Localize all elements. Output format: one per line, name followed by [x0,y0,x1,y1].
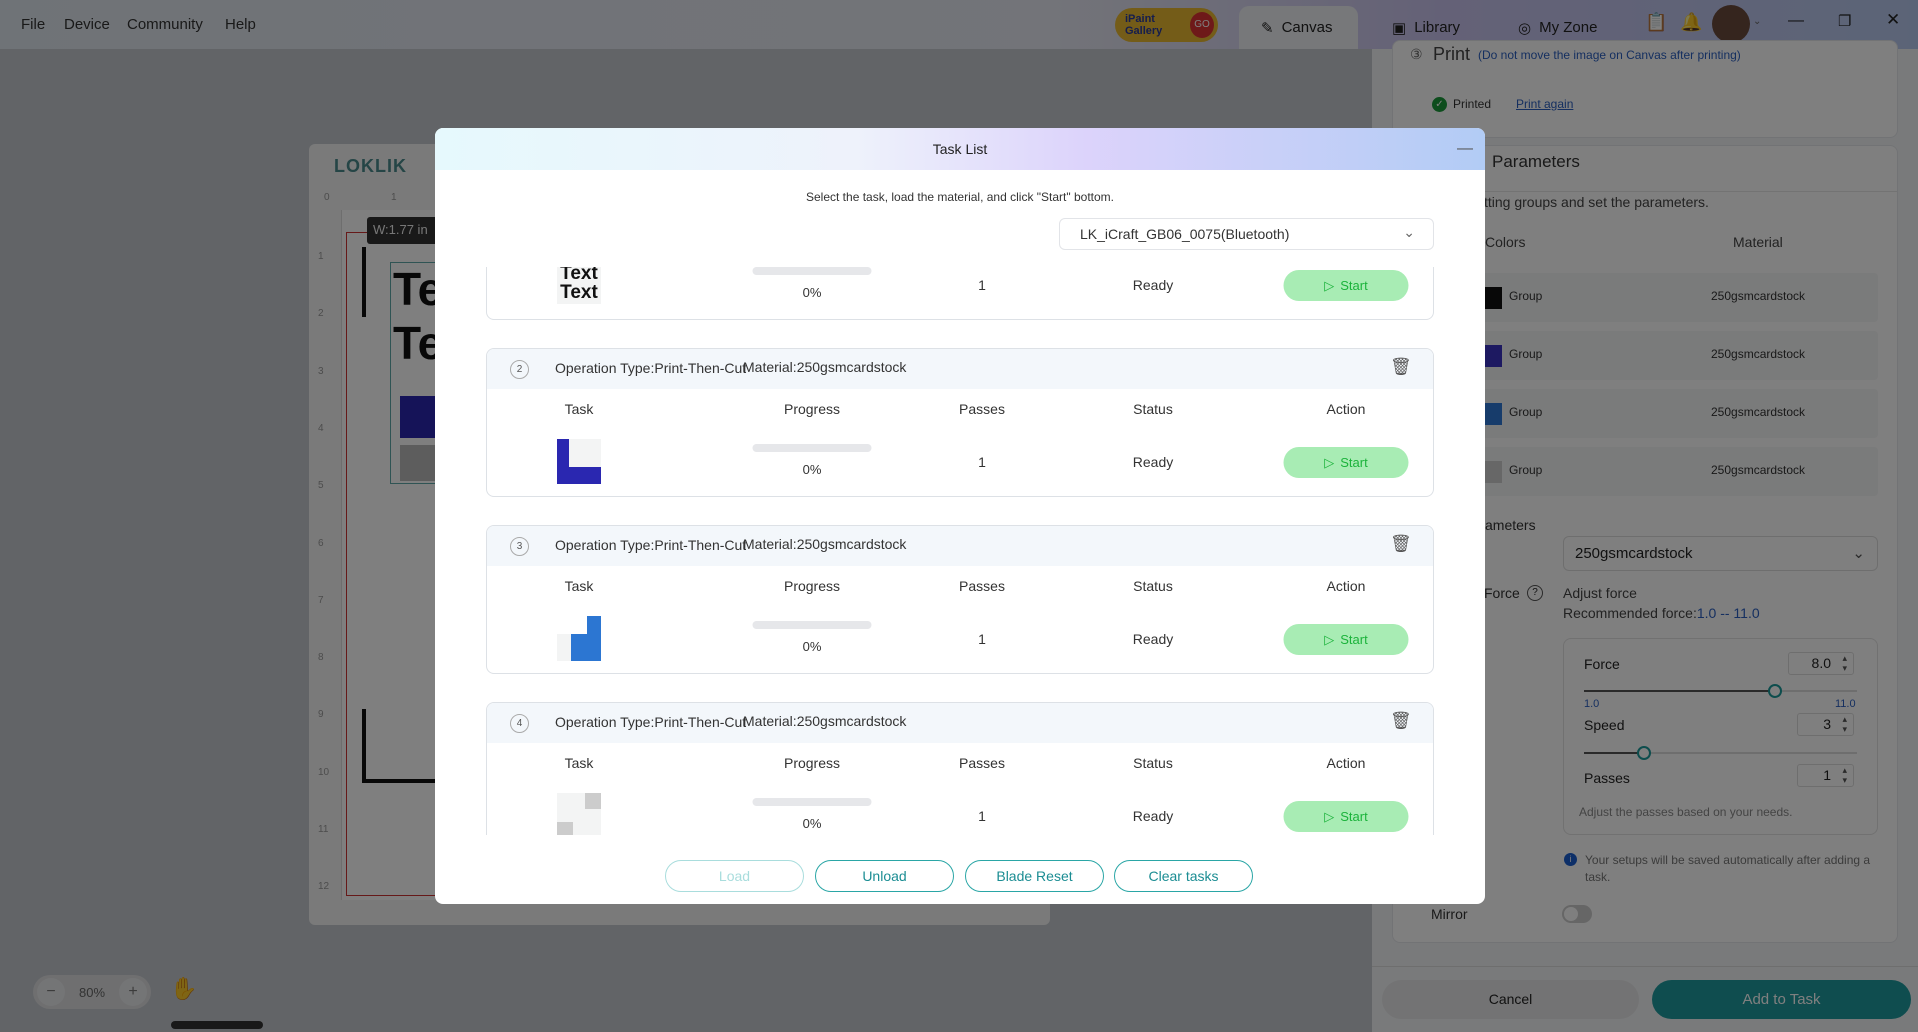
progress-text: 0% [802,285,822,300]
start-button[interactable]: ▷ Start [1283,624,1409,655]
start-label: Start [1340,455,1368,470]
col-status: Status [1133,578,1173,594]
chevron-down-icon: ⌄ [1403,224,1415,240]
start-label: Start [1340,632,1368,647]
clear-tasks-button[interactable]: Clear tasks [1114,860,1253,892]
blade-reset-button[interactable]: Blade Reset [965,860,1104,892]
modal-instruction: Select the task, load the material, and … [806,190,1114,204]
task-status: Ready [1132,631,1174,647]
play-icon: ▷ [1324,277,1335,293]
start-button[interactable]: ▷ Start [1283,447,1409,478]
progress-text: 0% [802,816,822,831]
task-thumbnail [557,793,601,835]
progress-bar [752,444,872,452]
device-select[interactable]: LK_iCraft_GB06_0075(Bluetooth) ⌄ [1059,218,1434,250]
task-card-header: 4 Operation Type:Print-Then-Cut Material… [487,703,1433,743]
operation-type: Operation Type:Print-Then-Cut [555,537,746,553]
col-status: Status [1133,401,1173,417]
play-icon: ▷ [1324,808,1335,824]
device-select-value: LK_iCraft_GB06_0075(Bluetooth) [1080,226,1290,242]
mat-label: Material: [743,536,797,552]
load-button[interactable]: Load [665,860,804,892]
operation-type: Operation Type:Print-Then-Cut [555,360,746,376]
op-label: Operation Type: [555,360,655,376]
task-number: 4 [510,714,529,733]
task-card[interactable]: 4 Operation Type:Print-Then-Cut Material… [486,702,1434,835]
modal-header: Task List — [435,128,1485,170]
task-list-modal: Task List — Select the task, load the ma… [435,128,1485,904]
task-passes: 1 [978,454,986,470]
col-passes: Passes [959,755,1005,771]
task-card-header: 2 Operation Type:Print-Then-Cut Material… [487,349,1433,389]
task-number: 2 [510,360,529,379]
task-status: Ready [1132,808,1174,824]
task-list[interactable]: 1 Operation Type:Print-Then-Cut Material… [486,267,1436,835]
trash-icon[interactable]: 🗑 [1390,534,1412,553]
col-action: Action [1326,578,1366,594]
unload-button[interactable]: Unload [815,860,954,892]
task-card[interactable]: 1 Operation Type:Print-Then-Cut Material… [486,267,1434,320]
task-material: Material:250gsmcardstock [743,359,906,375]
col-progress: Progress [783,401,841,417]
progress-bar [752,798,872,806]
task-card-header: 3 Operation Type:Print-Then-Cut Material… [487,526,1433,566]
task-number: 3 [510,537,529,556]
mat-label: Material: [743,713,797,729]
op-label: Operation Type: [555,714,655,730]
start-button[interactable]: ▷ Start [1283,801,1409,832]
col-action: Action [1326,755,1366,771]
col-passes: Passes [959,578,1005,594]
col-progress: Progress [783,578,841,594]
start-button[interactable]: ▷ Start [1283,270,1409,301]
col-status: Status [1133,755,1173,771]
task-passes: 1 [978,277,986,293]
play-icon: ▷ [1324,631,1335,647]
col-progress: Progress [783,755,841,771]
col-task: Task [564,578,594,594]
op-value: Print-Then-Cut [654,714,747,730]
mat-value: 250gsmcardstock [796,713,907,729]
col-passes: Passes [959,401,1005,417]
op-value: Print-Then-Cut [654,360,747,376]
mat-value: 250gsmcardstock [796,536,907,552]
trash-icon[interactable]: 🗑 [1390,357,1412,376]
task-status: Ready [1132,454,1174,470]
play-icon: ▷ [1324,454,1335,470]
task-thumbnail: Text Text [557,267,601,304]
col-action: Action [1326,401,1366,417]
op-label: Operation Type: [555,537,655,553]
task-material: Material:250gsmcardstock [743,536,906,552]
mat-label: Material: [743,359,797,375]
task-passes: 1 [978,631,986,647]
op-value: Print-Then-Cut [654,537,747,553]
trash-icon[interactable]: 🗑 [1390,711,1412,730]
task-card[interactable]: 3 Operation Type:Print-Then-Cut Material… [486,525,1434,674]
progress-bar [752,621,872,629]
mat-value: 250gsmcardstock [796,359,907,375]
col-task: Task [564,401,594,417]
col-task: Task [564,755,594,771]
operation-type: Operation Type:Print-Then-Cut [555,714,746,730]
progress-text: 0% [802,639,822,654]
task-thumbnail [557,616,601,661]
minimize-modal-icon[interactable]: — [1457,140,1473,157]
start-label: Start [1340,278,1368,293]
task-material: Material:250gsmcardstock [743,713,906,729]
task-status: Ready [1132,277,1174,293]
progress-text: 0% [802,462,822,477]
modal-title: Task List [932,141,988,157]
start-label: Start [1340,809,1368,824]
task-thumbnail [557,439,601,484]
task-passes: 1 [978,808,986,824]
progress-bar [752,267,872,275]
task-card[interactable]: 2 Operation Type:Print-Then-Cut Material… [486,348,1434,497]
